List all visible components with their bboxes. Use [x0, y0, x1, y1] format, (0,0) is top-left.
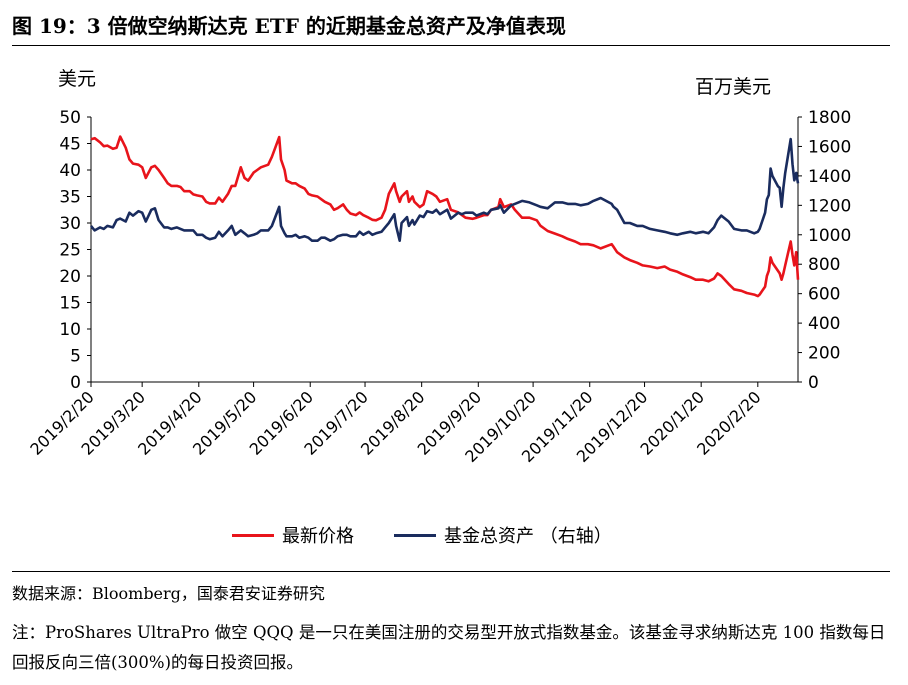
legend-label-assets: 基金总资产 （右轴）: [444, 526, 612, 547]
legend-item-price: 最新价格: [232, 522, 354, 548]
left-tick-label: 25: [59, 241, 81, 261]
left-axis-unit: 美元: [58, 68, 97, 90]
right-axis-unit: 百万美元: [695, 76, 772, 98]
left-tick-label: 15: [59, 294, 81, 314]
left-tick-label: 10: [59, 320, 81, 340]
left-tick-label: 40: [59, 161, 81, 181]
left-tick-label: 0: [70, 373, 81, 393]
series-line-price: [90, 135, 800, 298]
figure-title: 图 19：3 倍做空纳斯达克 ETF 的近期基金总资产及净值表现: [12, 14, 566, 38]
bottom-rule: [12, 571, 890, 572]
right-tick-label: 1800: [808, 108, 851, 128]
line-chart: 0 5 10 15 20 25 30 35 40 45 50 0 200 400 600 800 1000 120…: [26, 108, 851, 466]
right-tick-label: 800: [808, 255, 840, 275]
left-tick-label: 50: [59, 108, 81, 128]
top-rule: [12, 45, 890, 46]
left-tick-label: 35: [59, 188, 81, 208]
series-line-assets: [89, 137, 800, 242]
right-tick-label: 1000: [808, 226, 851, 246]
right-tick-label: 0: [808, 373, 819, 393]
left-tick-label: 45: [59, 135, 81, 155]
legend-item-assets: 基金总资产 （右轴）: [394, 522, 612, 548]
right-tick-label: 1600: [808, 137, 851, 157]
chart-legend: 最新价格 基金总资产 （右轴）: [232, 522, 652, 548]
left-tick-label: 5: [70, 347, 81, 367]
right-tick-label: 200: [808, 344, 840, 364]
footnote: 注：ProShares UltraPro 做空 QQQ 是一只在美国注册的交易型…: [12, 623, 886, 672]
legend-swatch-price: [232, 533, 274, 537]
right-tick-label: 1400: [808, 167, 851, 187]
legend-label-price: 最新价格: [282, 526, 354, 547]
source-line: 数据来源：Bloomberg，国泰君安证券研究: [12, 584, 325, 603]
right-tick-label: 1200: [808, 196, 851, 216]
right-tick-label: 400: [808, 314, 840, 334]
right-tick-label: 600: [808, 285, 840, 305]
left-tick-label: 20: [59, 267, 81, 287]
left-tick-label: 30: [59, 214, 81, 234]
legend-swatch-assets: [394, 533, 436, 537]
